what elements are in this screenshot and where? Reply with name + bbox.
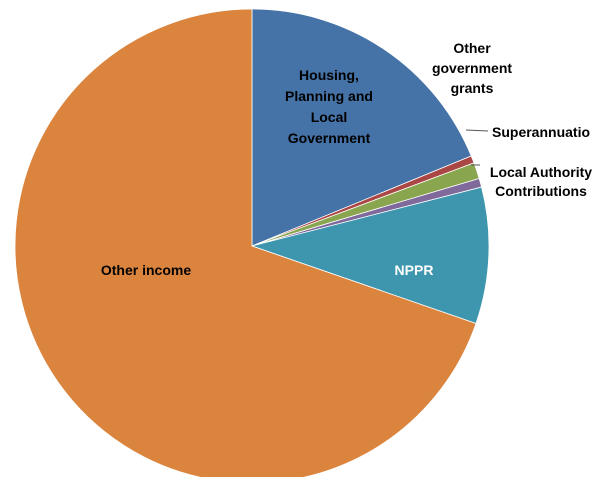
slice-label-line: Housing, xyxy=(299,67,359,83)
leader-line xyxy=(465,129,489,132)
slice-label-line: NPPR xyxy=(395,262,434,278)
slice-label-line: Contributions xyxy=(495,183,587,199)
pie-labels: Housing, Planning and Local Government Other… xyxy=(101,40,592,278)
slice-label-line: grants xyxy=(451,80,494,96)
slice-label: NPPR xyxy=(395,262,434,278)
slice-label-line: Other income xyxy=(101,262,191,278)
slice-label: Local Authority Contributions xyxy=(490,164,592,199)
slice-label: Other income xyxy=(101,262,191,278)
pie-slice xyxy=(250,186,490,324)
slice-label-line: Government xyxy=(288,130,371,146)
pie-slice xyxy=(251,8,472,247)
slice-label-line: Local xyxy=(311,109,348,125)
slice-label-line: Local Authority xyxy=(490,164,592,180)
slice-label: Housing, Planning and Local Government xyxy=(285,67,373,146)
slice-label-line: government xyxy=(432,60,512,76)
slice-label: Superannuatio xyxy=(492,124,590,140)
slice-label-line: Other xyxy=(453,40,491,56)
slice-label-line: Planning and xyxy=(285,88,373,104)
slice-label: Other government grants xyxy=(432,40,512,96)
slice-label-line: Superannuatio xyxy=(492,124,590,140)
pie-slices xyxy=(14,8,490,477)
pie-slice xyxy=(14,8,477,477)
